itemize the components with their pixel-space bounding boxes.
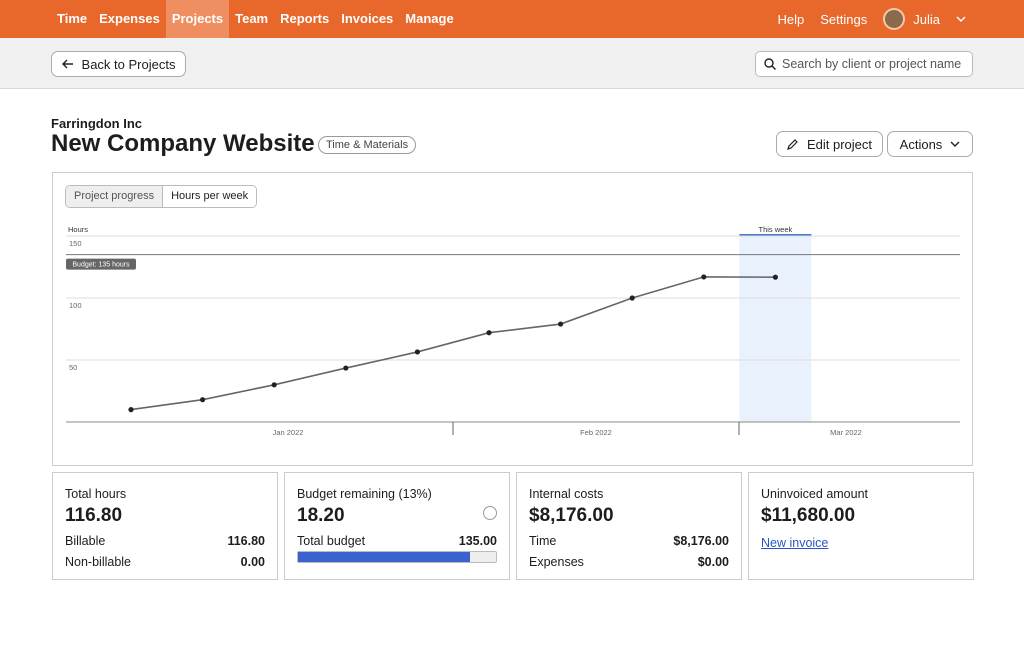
budget-label: Budget: 135 hours (72, 262, 130, 269)
point (343, 365, 349, 371)
edit-label: Edit project (806, 136, 873, 152)
nav-item[interactable]: Expenses (99, 11, 160, 26)
chart-tab[interactable]: Project progress (66, 186, 163, 207)
point (629, 295, 635, 301)
nav-right: Help Settings Julia (778, 0, 966, 38)
help-icon[interactable] (483, 506, 497, 520)
edit-button[interactable]: Edit project (776, 131, 883, 157)
nav-items: Time Expenses Projects Team Reports Invoices M… (51, 0, 460, 38)
stat-card: Total hours 116.80 Billable 116.80 Non-billa… (52, 472, 278, 580)
chart: This week Hours 50 100 150 Jan 2022 Feb 2022 Ma… (66, 225, 960, 437)
card-value: $11,680.00 (761, 505, 856, 526)
nav-item[interactable]: Manage (405, 11, 454, 26)
project-title: New Company Website (51, 130, 315, 157)
card-row: Total budget 135.00 (297, 534, 497, 548)
card-title: Total hours (65, 487, 127, 501)
row-value: 116.80 (227, 534, 265, 548)
point (200, 397, 206, 403)
stat-card: Internal costs $8,176.00 Time $8,176.00 Expe… (516, 472, 742, 580)
search-placeholder: Search by client or project name (782, 57, 962, 71)
row-label: Billable (65, 534, 106, 548)
back-label: Back to Projects (81, 56, 176, 72)
project-badge: Time & Materials (318, 136, 417, 154)
x-tick-label: Mar 2022 (830, 428, 862, 437)
stat-card: Uninvoiced amount $11,680.00 New invoice (748, 472, 974, 580)
card-row: Billable 116.80 (65, 534, 265, 548)
progress-bar (297, 551, 497, 563)
y-tick-label: 50 (69, 363, 77, 372)
point (772, 274, 779, 280)
chevron (950, 141, 960, 147)
row-label: Expenses (529, 555, 584, 569)
point (558, 321, 564, 327)
card-title: Budget remaining (13%) (297, 487, 432, 501)
x-tick-label: Jan 2022 (273, 428, 304, 437)
nav-item[interactable]: Projects (165, 0, 230, 38)
progress-fill (298, 552, 471, 562)
card-row: Expenses $0.00 (529, 555, 729, 569)
avatar[interactable] (883, 8, 906, 30)
point (486, 330, 492, 336)
budget-badge (66, 258, 136, 270)
actions-label: Actions (899, 136, 943, 152)
nav-link[interactable]: Settings (820, 11, 868, 27)
card-row: Non-billable 0.00 (65, 555, 265, 569)
client-name: Farringdon Inc (51, 116, 142, 131)
line-series (130, 276, 776, 411)
row-label: Non-billable (65, 555, 132, 569)
this-week-label: This week (759, 225, 793, 234)
stat-card: Budget remaining (13%) 18.20 Total budget 1… (284, 472, 510, 580)
chevron (956, 16, 966, 23)
search-box[interactable]: Search by client or project name (755, 51, 973, 77)
card-title: Uninvoiced amount (761, 487, 869, 501)
y-tick-label: 100 (69, 301, 82, 310)
card-row: Time $8,176.00 (529, 534, 729, 548)
nav-item[interactable]: Reports (280, 11, 330, 26)
toolbar: Back to Projects Search by client or pro… (0, 38, 1024, 89)
this-week-band (739, 234, 812, 422)
chart-panel: Project progress Hours per week This week… (52, 172, 973, 466)
search-icon (764, 58, 776, 70)
card-value: 116.80 (65, 505, 123, 526)
card-link[interactable]: New invoice (761, 536, 829, 550)
chart-tab[interactable]: Hours per week (162, 186, 257, 207)
row-value: 135.00 (458, 534, 497, 548)
card-title: Internal costs (529, 487, 604, 501)
x-tick-label: Feb 2022 (580, 428, 612, 437)
chart-tabs: Project progress Hours per week (65, 185, 258, 208)
nav-item[interactable]: Team (235, 11, 269, 26)
card-value: $8,176.00 (529, 505, 614, 526)
point (414, 349, 420, 355)
point (701, 274, 707, 280)
nav-link[interactable]: Help (777, 11, 805, 27)
point (271, 382, 277, 388)
row-value: $0.00 (697, 555, 729, 569)
pencil-icon (787, 139, 798, 150)
card-value: 18.20 (297, 505, 345, 526)
y-tick-label: 150 (69, 239, 82, 248)
row-label: Time (529, 534, 557, 548)
top-nav: Time Expenses Projects Team Reports Invoices M… (0, 0, 1024, 38)
nav-item[interactable]: Time (57, 11, 88, 26)
row-value: 0.00 (240, 555, 265, 569)
back-button[interactable]: Back to Projects (51, 51, 186, 77)
actions-button[interactable]: Actions (887, 131, 973, 157)
user-menu[interactable]: Julia (913, 11, 940, 27)
arrow-icon (61, 59, 73, 69)
row-label: Total budget (297, 534, 366, 548)
row-value: $8,176.00 (673, 534, 729, 548)
y-axis-label: Hours (68, 225, 88, 234)
point (128, 407, 134, 413)
nav-item[interactable]: Invoices (341, 11, 394, 26)
